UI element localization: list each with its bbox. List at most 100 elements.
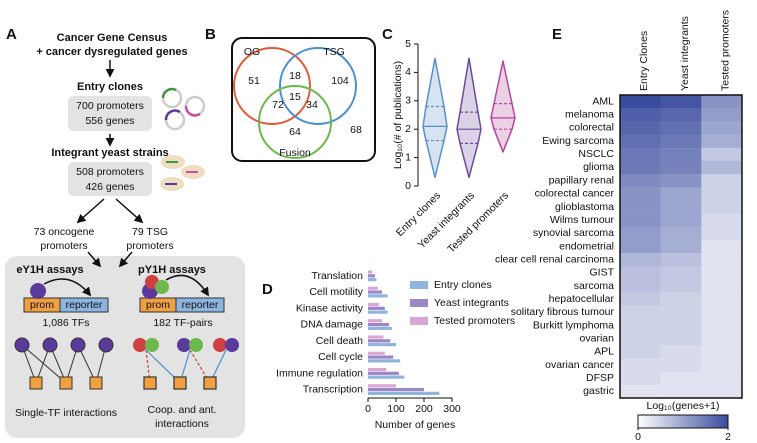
row-label: sarcoma [574, 280, 614, 292]
assay-title: eY1H assays [16, 264, 83, 276]
row-label: papillary renal [549, 174, 614, 186]
y-tick-label: 2 [405, 123, 411, 135]
heat-cell [660, 213, 702, 228]
bar [368, 294, 388, 298]
heat-cell [701, 200, 743, 214]
y-tick-label: 0 [405, 180, 411, 192]
legend-swatch [410, 281, 428, 289]
heat-cell [660, 332, 702, 346]
row-label: Ewing sarcoma [542, 135, 614, 147]
venn-set-label: Fusion [279, 147, 311, 159]
yeast-icons [160, 155, 205, 191]
heat-cell [701, 213, 743, 228]
heat-cell [660, 121, 702, 135]
heat-cell [701, 121, 743, 135]
heat-cell [660, 226, 702, 241]
heat-cell [660, 174, 702, 188]
prom-label: prom [30, 299, 54, 311]
row-label: endometrial [559, 240, 614, 252]
arrow [87, 251, 102, 268]
assay-count: 1,086 TFs [42, 317, 89, 329]
heat-cell [660, 95, 702, 109]
row-label: DFSP [586, 372, 614, 384]
heat-cell [660, 253, 702, 267]
panel-a: Cancer Gene Census + cancer dysregulated… [5, 32, 245, 438]
heat-cell [620, 147, 661, 162]
arrow [115, 198, 144, 224]
bar [368, 335, 384, 339]
row-label: APL [594, 346, 614, 358]
x-tick-label: 300 [443, 403, 461, 415]
row-label: glioblastoma [555, 201, 614, 213]
heat-cell [620, 266, 661, 280]
heat-cell [701, 332, 743, 346]
bar [368, 351, 385, 355]
heat-cell [701, 279, 743, 293]
x-axis-label: Number of genes [375, 419, 456, 431]
plasmid-icons [161, 87, 206, 131]
flow-text: Cancer Gene Census [57, 32, 168, 44]
y-tick-label: Transcription [303, 384, 363, 396]
bar [368, 290, 382, 294]
assay-count: 182 TF-pairs [153, 317, 212, 329]
heat-cell [620, 371, 661, 386]
flow-text: promoters [126, 240, 173, 252]
heat-cell [701, 345, 743, 359]
legend-label: Entry clones [434, 279, 492, 291]
heatmap-frame [619, 94, 743, 399]
bar [368, 322, 389, 327]
x-tick-label: Tested promoters [445, 190, 511, 256]
heat-cell [620, 160, 661, 175]
venn-count: 51 [248, 75, 260, 87]
y-tick-label: Immune regulation [276, 367, 363, 379]
row-label: Wilms tumour [550, 214, 615, 226]
heat-cell [701, 226, 743, 241]
heat-cell [701, 318, 743, 333]
heat-cell [701, 160, 743, 175]
row-label: clear cell renal carcinoma [495, 253, 614, 265]
violin [456, 57, 482, 179]
panel-label: E [552, 26, 562, 43]
heat-cell [701, 108, 743, 122]
heat-cell [620, 239, 661, 254]
y-tick-label: Cell cycle [318, 351, 363, 363]
flow-text: 426 genes [85, 181, 134, 193]
flow-text: 700 promoters [76, 100, 144, 112]
row-label: AML [592, 95, 614, 107]
heat-cell [660, 160, 702, 175]
legend-label: Yeast integrants [434, 297, 509, 309]
violin [490, 60, 516, 153]
flow-text: 73 oncogene [34, 226, 95, 238]
colorbar [637, 414, 729, 429]
flow-text: Entry clones [77, 81, 143, 93]
flow-text: Integrant yeast strains [51, 147, 168, 159]
flow-text: 79 TSG [132, 226, 168, 238]
heat-cell [620, 121, 661, 135]
heat-cell [660, 305, 702, 320]
heat-cell [620, 95, 661, 109]
y-tick-label: 3 [405, 95, 411, 107]
legend-label: Tested promoters [434, 315, 515, 327]
y-axis-label: Log₁₀(# of publications) [392, 61, 404, 169]
bar [368, 343, 396, 347]
venn-count: 34 [306, 99, 318, 111]
heat-cell [660, 318, 702, 333]
y-tick-label: 4 [405, 66, 411, 78]
heat-cell [701, 253, 743, 267]
heat-cell [660, 187, 702, 201]
legend-swatch [410, 299, 428, 307]
heat-cell [620, 253, 661, 267]
heat-cell [701, 292, 743, 307]
prom-label: prom [146, 299, 170, 311]
venn-count: 18 [289, 70, 301, 82]
panel-label: C [382, 26, 393, 43]
row-label: melanoma [565, 109, 614, 121]
network [133, 338, 239, 390]
heat-cell [620, 332, 661, 346]
row-label: colorectal [569, 122, 614, 134]
heat-cell [660, 358, 702, 372]
heat-cell [620, 318, 661, 333]
column-label: Yeast integrants [679, 16, 691, 91]
heat-cell [620, 200, 661, 214]
